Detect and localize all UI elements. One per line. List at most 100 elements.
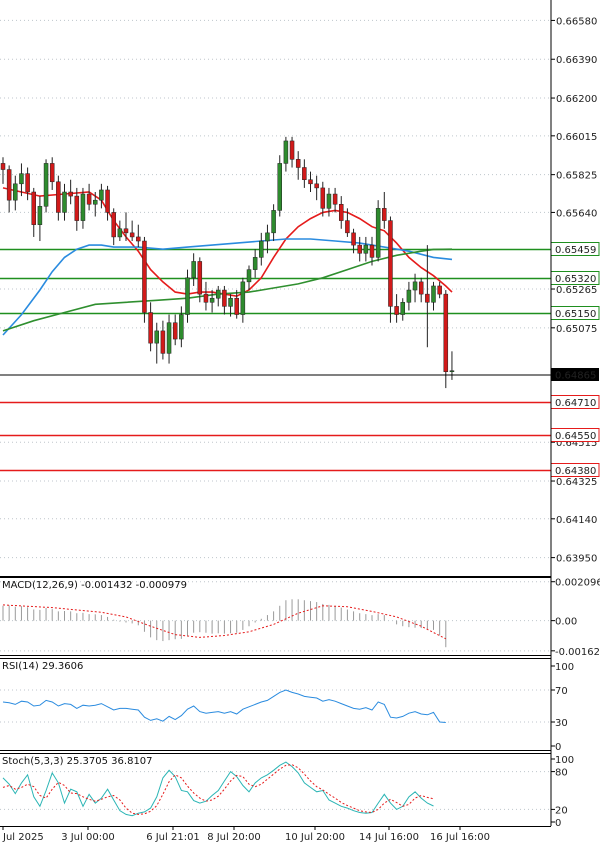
candle <box>425 245 430 348</box>
price-level-badges: 0.65459 0.65320 0.65150 0.64710 0.64550 0.643… <box>550 242 600 477</box>
price-tick-label: 0.65075 <box>556 324 597 335</box>
candle <box>289 136 295 168</box>
macd-tick-label: 0.00 <box>555 617 577 628</box>
candle <box>37 196 43 242</box>
candle <box>332 187 338 213</box>
price-tick-label: 0.65265 <box>556 285 597 296</box>
candle <box>99 183 104 209</box>
candle <box>0 157 6 184</box>
candle <box>443 290 449 389</box>
stochastic-title: Stoch(5,3,3) 25.3705 36.8107 <box>2 756 153 767</box>
candle <box>437 281 442 299</box>
level-badge-label: 0.65459 <box>555 245 596 256</box>
stochastic-tick-label: 100 <box>555 755 574 766</box>
candle <box>68 179 73 205</box>
rsi-tick-label: 0 <box>555 742 561 753</box>
chart-frame <box>0 0 552 827</box>
rsi-tick-label: 70 <box>555 686 568 697</box>
candlesticks <box>0 136 455 389</box>
candle <box>228 294 233 317</box>
macd-tick-label: -0.001625 <box>555 647 600 658</box>
candle <box>412 273 418 303</box>
candle <box>375 200 381 262</box>
macd-tick-label: 0.002096 <box>555 578 600 589</box>
candle <box>56 175 61 221</box>
level-badge-label: 0.65320 <box>555 274 596 285</box>
time-tick-label: 8 Jul 20:00 <box>207 832 261 843</box>
stochastic-tick-label: 20 <box>555 805 568 816</box>
candle <box>148 302 153 352</box>
candle <box>105 185 110 221</box>
time-tick-label: 10 Jul 20:00 <box>285 832 345 843</box>
candle <box>13 175 18 211</box>
time-tick-label: 14 Jul 16:00 <box>359 832 419 843</box>
candle <box>339 196 344 229</box>
candle <box>86 183 92 211</box>
level-badge-label: 0.64550 <box>555 431 596 442</box>
rsi-tick-label: 100 <box>555 662 574 673</box>
rsi-line <box>2 689 446 723</box>
time-tick-label: 3 Jul 00:00 <box>61 832 115 843</box>
support-resistance-levels <box>0 248 551 472</box>
price-axis[interactable]: 0.66580 0.66390 0.66200 0.66015 0.65825 0.656… <box>551 16 597 565</box>
rsi-title: RSI(14) 29.3606 <box>2 661 83 672</box>
candle <box>295 151 301 180</box>
price-tick-label: 0.66015 <box>556 132 597 143</box>
candle <box>166 314 172 364</box>
candle <box>123 212 129 242</box>
candle <box>406 281 412 311</box>
time-tick-label: Jul 2025 <box>2 832 44 843</box>
price-tick-label: 0.65825 <box>556 171 597 182</box>
candle <box>345 208 350 237</box>
candle <box>394 294 399 323</box>
rsi-panel[interactable]: 100 70 30 0 RSI(14) 29.3606 <box>0 661 574 753</box>
candle <box>154 322 159 364</box>
candle <box>25 167 30 201</box>
candle <box>363 236 369 262</box>
candle <box>252 249 258 278</box>
candle <box>216 285 221 307</box>
rsi-tick-label: 30 <box>555 718 568 729</box>
candle <box>160 320 166 360</box>
candle <box>357 236 362 262</box>
candle <box>136 224 141 248</box>
candle <box>117 220 123 242</box>
candle <box>31 187 36 237</box>
candle <box>80 187 86 229</box>
candle <box>240 277 246 323</box>
candle <box>400 298 405 321</box>
candle <box>6 165 12 213</box>
level-badge-label: 0.64710 <box>555 398 596 409</box>
candle <box>197 257 203 303</box>
candle <box>203 281 209 311</box>
candle <box>418 277 424 303</box>
candle <box>129 220 135 242</box>
candle <box>277 155 282 217</box>
price-tick-label: 0.65640 <box>556 208 597 219</box>
macd-title: MACD(12,26,9) -0.001432 -0.000979 <box>2 580 187 591</box>
moving-average-line <box>2 248 453 332</box>
rsi-axis: 100 70 30 0 <box>551 662 574 753</box>
candle <box>283 136 289 172</box>
candle <box>246 265 252 291</box>
candle <box>111 208 116 246</box>
candle <box>259 232 264 266</box>
candle <box>179 306 184 348</box>
stochastic-panel[interactable]: 100 80 20 0 Stoch(5,3,3) 25.3705 36.8107 <box>0 755 574 829</box>
time-tick-label: 16 Jul 16:00 <box>430 832 490 843</box>
candle <box>191 253 196 286</box>
level-badge-label: 0.64380 <box>555 466 596 477</box>
time-axis[interactable]: Jul 2025 3 Jul 00:00 6 Jul 21:01 8 Jul 20:0… <box>2 826 490 843</box>
macd-panel[interactable]: 0.002096 0.00 -0.001625 MACD(12,26,9) -0.0… <box>0 578 600 658</box>
candle <box>326 187 332 217</box>
price-panel[interactable]: 0.66580 0.66390 0.66200 0.66015 0.65825 0.656… <box>0 16 600 565</box>
candle <box>222 285 227 315</box>
candle <box>172 314 178 346</box>
time-tick-label: 6 Jul 21:01 <box>146 832 200 843</box>
candle <box>308 171 313 192</box>
candle <box>265 224 270 254</box>
macd-axis: 0.002096 0.00 -0.001625 <box>551 578 600 658</box>
candle <box>351 228 356 254</box>
